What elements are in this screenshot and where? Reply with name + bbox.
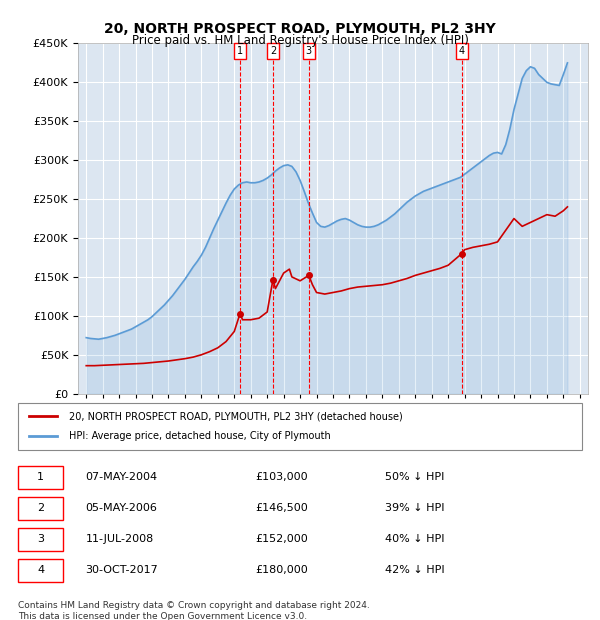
- Text: 30-OCT-2017: 30-OCT-2017: [86, 565, 158, 575]
- FancyBboxPatch shape: [18, 497, 63, 520]
- Text: 1: 1: [37, 472, 44, 482]
- Text: 11-JUL-2008: 11-JUL-2008: [86, 534, 154, 544]
- Text: 4: 4: [459, 46, 465, 56]
- Text: 40% ↓ HPI: 40% ↓ HPI: [385, 534, 444, 544]
- Text: 3: 3: [306, 46, 312, 56]
- Text: £152,000: £152,000: [255, 534, 308, 544]
- FancyBboxPatch shape: [18, 528, 63, 551]
- Text: 20, NORTH PROSPECT ROAD, PLYMOUTH, PL2 3HY (detached house): 20, NORTH PROSPECT ROAD, PLYMOUTH, PL2 3…: [69, 411, 403, 421]
- FancyBboxPatch shape: [18, 466, 63, 489]
- Text: HPI: Average price, detached house, City of Plymouth: HPI: Average price, detached house, City…: [69, 432, 331, 441]
- FancyBboxPatch shape: [18, 559, 63, 582]
- Text: 50% ↓ HPI: 50% ↓ HPI: [385, 472, 444, 482]
- Text: £180,000: £180,000: [255, 565, 308, 575]
- Text: 39% ↓ HPI: 39% ↓ HPI: [385, 503, 444, 513]
- Text: 2: 2: [37, 503, 44, 513]
- Text: 2: 2: [270, 46, 276, 56]
- Text: 07-MAY-2004: 07-MAY-2004: [86, 472, 158, 482]
- Text: £103,000: £103,000: [255, 472, 308, 482]
- Text: Contains HM Land Registry data © Crown copyright and database right 2024.
This d: Contains HM Land Registry data © Crown c…: [18, 601, 370, 620]
- FancyBboxPatch shape: [18, 403, 582, 450]
- Text: 3: 3: [37, 534, 44, 544]
- Text: Price paid vs. HM Land Registry's House Price Index (HPI): Price paid vs. HM Land Registry's House …: [131, 34, 469, 47]
- Text: 05-MAY-2006: 05-MAY-2006: [86, 503, 158, 513]
- Text: 4: 4: [37, 565, 44, 575]
- Text: 20, NORTH PROSPECT ROAD, PLYMOUTH, PL2 3HY: 20, NORTH PROSPECT ROAD, PLYMOUTH, PL2 3…: [104, 22, 496, 36]
- Text: 42% ↓ HPI: 42% ↓ HPI: [385, 565, 444, 575]
- Text: £146,500: £146,500: [255, 503, 308, 513]
- Text: 1: 1: [237, 46, 243, 56]
